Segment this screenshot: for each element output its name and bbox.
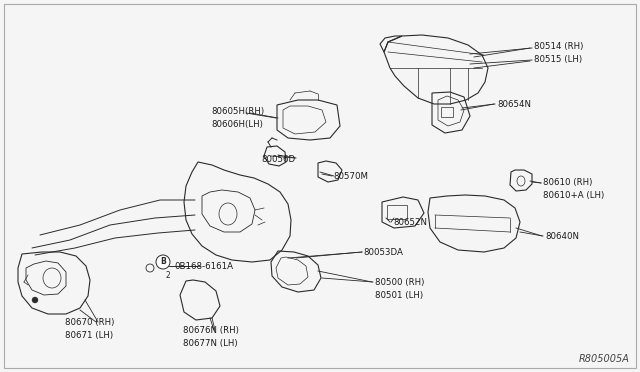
Text: 80610+A (LH): 80610+A (LH) <box>543 191 604 200</box>
Text: 80652N: 80652N <box>393 218 427 227</box>
Bar <box>387 205 407 219</box>
Text: 80670 (RH): 80670 (RH) <box>65 318 115 327</box>
Text: 80640N: 80640N <box>545 232 579 241</box>
Circle shape <box>32 297 38 303</box>
Text: B: B <box>160 257 166 266</box>
Text: 80606H(LH): 80606H(LH) <box>211 120 263 129</box>
Text: R805005A: R805005A <box>579 354 630 364</box>
Text: 2: 2 <box>166 272 170 280</box>
Text: 80605H(RH): 80605H(RH) <box>211 107 264 116</box>
Text: 80677N (LH): 80677N (LH) <box>183 339 237 348</box>
Text: 80610 (RH): 80610 (RH) <box>543 178 593 187</box>
Text: 80514 (RH): 80514 (RH) <box>534 42 584 51</box>
Text: 80053DA: 80053DA <box>363 248 403 257</box>
Text: 80654N: 80654N <box>497 100 531 109</box>
Text: 80570M: 80570M <box>333 172 368 181</box>
Text: 80501 (LH): 80501 (LH) <box>375 291 423 300</box>
Text: 80671 (LH): 80671 (LH) <box>65 331 113 340</box>
Text: 0B168-6161A: 0B168-6161A <box>174 262 233 271</box>
Text: 80676N (RH): 80676N (RH) <box>183 326 239 335</box>
Text: 80500 (RH): 80500 (RH) <box>375 278 424 287</box>
Circle shape <box>156 255 170 269</box>
Text: 80056D: 80056D <box>261 155 295 164</box>
Text: 80515 (LH): 80515 (LH) <box>534 55 582 64</box>
Bar <box>441 107 453 117</box>
